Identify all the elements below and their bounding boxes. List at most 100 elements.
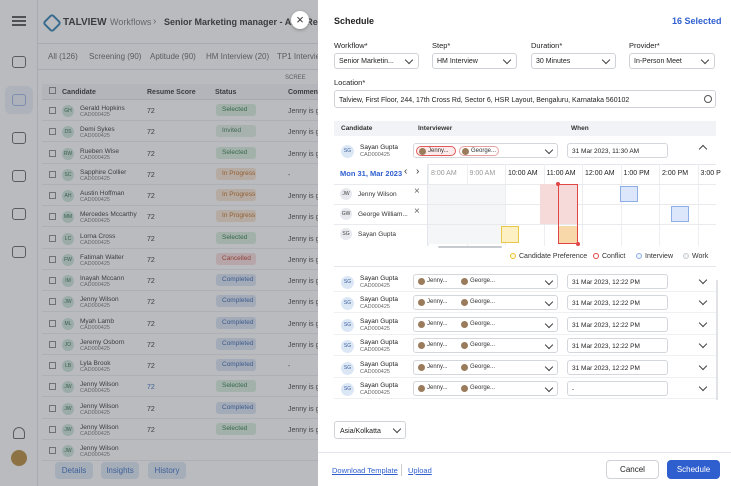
checkbox[interactable] (49, 170, 56, 178)
schedule-button[interactable]: Schedule (667, 460, 720, 479)
avatar: LC (62, 232, 74, 245)
checkbox[interactable] (49, 383, 56, 391)
nav-icon[interactable] (12, 170, 26, 182)
nav-icon[interactable] (12, 132, 26, 144)
upload-link[interactable]: Upload (408, 466, 432, 475)
candidate-name[interactable]: Jenny Wilson (80, 402, 119, 410)
selected-count[interactable]: 16 Selected (672, 16, 722, 26)
candidate-name[interactable]: Myah Lamb (80, 317, 114, 325)
checkbox[interactable] (49, 277, 56, 284)
when-input[interactable]: - (567, 381, 668, 396)
row-border (334, 355, 716, 357)
checkbox[interactable] (49, 362, 56, 369)
checkbox[interactable] (49, 128, 56, 136)
remove-person[interactable]: × (414, 186, 420, 197)
candidate-name[interactable]: Jenny Wilson (80, 296, 119, 304)
tab[interactable]: Screening (90) (89, 52, 142, 61)
next-day[interactable]: › (416, 166, 420, 177)
avatar: SG (341, 361, 354, 375)
close-button[interactable]: × (291, 11, 309, 29)
when-input[interactable]: 31 Mar 2023, 12:22 PM (567, 359, 668, 375)
checkbox[interactable] (49, 298, 56, 306)
interviewer-select[interactable]: Jenny... George... (413, 295, 558, 311)
candidate-name[interactable]: Demi Sykes (80, 126, 115, 134)
checkbox[interactable] (49, 319, 56, 327)
candidate-name[interactable]: Gerald Hopkins (80, 105, 125, 112)
candidate-name[interactable]: Lorna Cross (80, 232, 116, 240)
interviewer-select[interactable]: Jenny... George... (413, 359, 558, 375)
tab[interactable]: Aptitude (90) (150, 52, 196, 61)
when-input[interactable]: 31 Mar 2023, 12:22 PM (567, 338, 668, 354)
avatar: SG (341, 145, 354, 158)
user-avatar[interactable] (11, 450, 27, 466)
candidate-name[interactable]: Inayah Mccann (80, 275, 125, 282)
candidate-name[interactable]: Jenny Wilson (80, 423, 119, 431)
tab[interactable]: TP1 Interview (277, 52, 326, 61)
candidate-name[interactable]: Sapphire Collier (80, 168, 127, 176)
download-link[interactable]: Download Template (332, 466, 398, 475)
location-input[interactable]: Talview, First Floor, 244, 17th Cross Rd… (334, 90, 716, 108)
avatar: GW (340, 208, 352, 220)
select[interactable]: Senior Marketin... (334, 53, 419, 69)
chevron (698, 361, 708, 370)
checkbox[interactable] (49, 255, 56, 263)
checkbox[interactable] (49, 213, 56, 221)
nav-icon[interactable] (12, 56, 26, 68)
legend-label: Interview (645, 253, 674, 260)
bottom-button[interactable]: Details (55, 462, 93, 479)
bell-icon[interactable] (13, 427, 25, 439)
breadcrumb[interactable]: Workflows (110, 17, 152, 27)
chevron (544, 340, 554, 350)
timezone-select[interactable]: Asia/Kolkatta (334, 421, 406, 439)
interviewer-select[interactable]: Jenny... George... (413, 316, 558, 332)
checkbox[interactable] (49, 447, 56, 454)
candidate-name[interactable]: Rueben Wise (80, 147, 120, 155)
interviewer-select[interactable]: Jenny... George... (413, 143, 558, 158)
candidate-id: CAD000425 (360, 283, 390, 289)
candidate-name[interactable]: Jenny Wilson (80, 381, 119, 389)
checkbox[interactable] (49, 87, 56, 94)
when-input[interactable]: 31 Mar 2023, 11:30 AM (567, 143, 668, 158)
field-label: Provider* (629, 41, 660, 50)
candidate-name[interactable]: Mercedes Mccarthy (80, 211, 137, 219)
select[interactable]: In-Person Meet (629, 53, 715, 69)
checkbox[interactable] (49, 234, 56, 242)
interviewer-select[interactable]: Jenny... George... (413, 274, 558, 289)
candidate-name[interactable]: Jeremy Osborn (80, 338, 125, 346)
select[interactable]: 30 Minutes (531, 53, 616, 69)
cancel-button[interactable]: Cancel (606, 460, 659, 479)
calendar-date: Mon 31, Mar 2023 (340, 169, 403, 178)
prev-day[interactable]: ‹ (404, 166, 408, 177)
nav-icon[interactable] (12, 208, 26, 220)
tab[interactable]: All (126) (48, 52, 78, 61)
checkbox[interactable] (49, 192, 56, 199)
nav-icon[interactable] (12, 246, 26, 258)
checkbox[interactable] (49, 107, 56, 114)
interviewer-select[interactable]: Jenny... George... (413, 381, 558, 396)
remove-person[interactable]: × (414, 206, 420, 217)
chip-avatar (418, 320, 425, 328)
select[interactable]: HM Interview (432, 53, 517, 69)
checkbox[interactable] (49, 425, 56, 433)
status-badge: Selected (216, 146, 256, 159)
candidate-name[interactable]: Lyla Brook (80, 360, 111, 367)
tab[interactable]: HM Interview (20) (206, 52, 270, 61)
chip-label: George... (470, 363, 496, 370)
selected-slot (558, 184, 578, 244)
interviewer-select[interactable]: Jenny... George... (413, 338, 558, 354)
when-input[interactable]: 31 Mar 2023, 12:22 PM (567, 316, 668, 332)
interviewer-chip: George... (459, 384, 499, 394)
when-input[interactable]: 31 Mar 2023, 12:22 PM (567, 295, 668, 311)
chevron (544, 145, 554, 155)
menu-icon[interactable] (12, 16, 26, 26)
when-input[interactable]: 31 Mar 2023, 12:22 PM (567, 274, 668, 289)
candidate-name[interactable]: Austin Hoffman (80, 190, 125, 197)
candidate-name[interactable]: Jenny Wilson (80, 445, 119, 452)
bottom-button[interactable]: History (148, 462, 186, 479)
checkbox[interactable] (49, 340, 56, 348)
checkbox[interactable] (49, 404, 56, 412)
bottom-button[interactable]: Insights (101, 462, 139, 479)
checkbox[interactable] (49, 149, 56, 157)
slot-handle (576, 242, 580, 246)
candidate-name[interactable]: Fatimah Walter (80, 253, 124, 261)
